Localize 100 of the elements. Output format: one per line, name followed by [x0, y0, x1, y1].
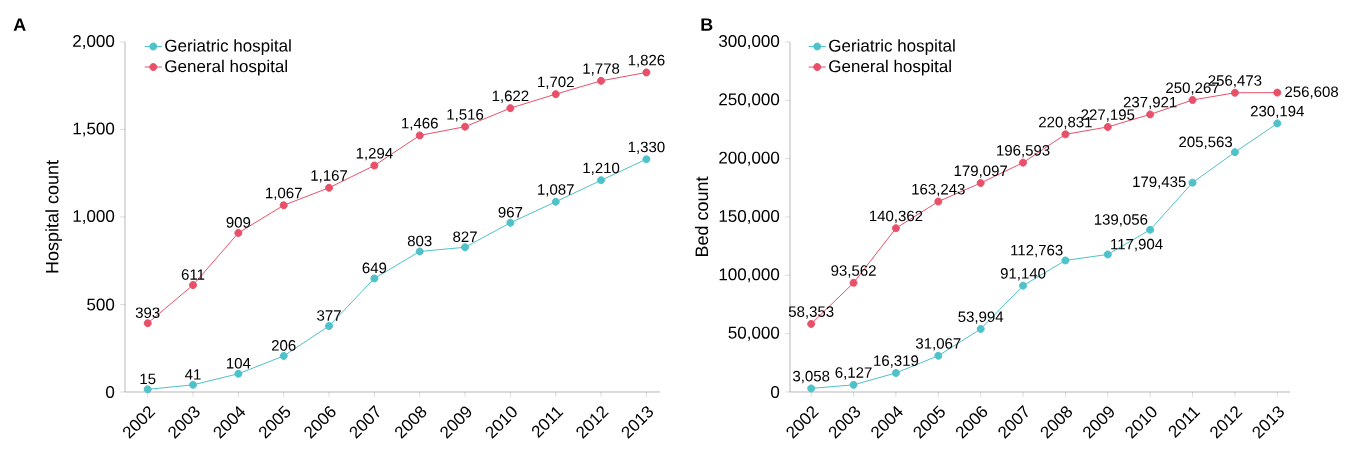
point: [189, 281, 198, 290]
data-label: 104: [226, 357, 251, 369]
y-tick-label: 250,000: [719, 93, 780, 108]
data-label: 163,243: [912, 183, 965, 197]
point: [891, 224, 900, 233]
data-label: 31,067: [915, 338, 961, 351]
point: [642, 68, 651, 77]
point: [934, 197, 943, 206]
point: [849, 380, 858, 389]
data-label: 6,127: [835, 367, 872, 380]
chart-title: B: [701, 18, 713, 31]
y-tick-label: 50,000: [728, 326, 780, 341]
point: [551, 90, 560, 99]
point: [415, 131, 424, 140]
point: [934, 351, 943, 360]
point: [279, 351, 288, 360]
data-label: 1,826: [628, 54, 665, 68]
data-label: 139,056: [1094, 214, 1148, 227]
point: [891, 368, 900, 377]
data-label: 117,904: [1111, 238, 1163, 252]
point: [642, 155, 651, 164]
data-label: 827: [453, 231, 477, 243]
data-label: 205,563: [1179, 136, 1233, 149]
data-label: 1,087: [538, 184, 574, 197]
data-label: 16,319: [874, 355, 919, 368]
point: [1146, 225, 1155, 234]
point: [1061, 256, 1070, 265]
data-label: 58,353: [788, 306, 834, 319]
data-label: 1,778: [583, 63, 620, 76]
data-label: 1,702: [538, 76, 574, 89]
data-label: 237,921: [1123, 96, 1177, 110]
legend-label: Geriatric hospital: [165, 39, 291, 56]
data-label: 230,194: [1250, 105, 1304, 119]
data-label: 179,097: [954, 165, 1008, 178]
y-axis-title: Hospital count: [45, 160, 63, 273]
point: [1146, 110, 1155, 119]
data-label: 93,562: [831, 265, 876, 278]
y-axis-title: Bed count: [694, 176, 709, 257]
data-label: 1,330: [628, 141, 665, 155]
point: [849, 278, 858, 287]
y-tick-label: 200,000: [719, 151, 780, 166]
data-label: 803: [407, 235, 432, 247]
point: [461, 122, 470, 131]
y-tick-label: 0: [106, 385, 115, 399]
point: [807, 384, 816, 393]
point: [234, 369, 243, 378]
data-label: 112,763: [1011, 244, 1063, 258]
point: [461, 243, 470, 252]
point: [370, 274, 379, 283]
point: [506, 104, 515, 113]
point: [1273, 88, 1282, 97]
data-label: 1,294: [356, 147, 393, 161]
point: [1188, 178, 1197, 187]
data-label: 15: [140, 373, 156, 385]
legend-label: Geriatric hospital: [829, 39, 955, 56]
point: [976, 179, 985, 188]
data-label: 967: [498, 206, 523, 218]
point: [1230, 88, 1239, 97]
point: [1188, 96, 1197, 105]
point: [597, 176, 606, 185]
y-tick-label: 500: [87, 298, 115, 311]
data-label: 649: [362, 262, 387, 274]
data-label: 611: [181, 269, 205, 280]
data-label: 53,994: [958, 311, 1004, 324]
data-label: 256,608: [1285, 86, 1339, 99]
data-label: 1,210: [583, 162, 620, 176]
legend-label: General hospital: [165, 59, 287, 76]
y-tick-label: 2,000: [73, 34, 115, 50]
point: [976, 324, 985, 333]
data-label: 1,622: [492, 90, 529, 103]
point: [506, 218, 515, 227]
point: [325, 322, 334, 331]
data-label: 1,516: [447, 109, 484, 122]
y-tick-label: 150,000: [719, 209, 780, 225]
point: [234, 228, 243, 237]
point: [143, 319, 152, 328]
point: [597, 76, 606, 85]
y-tick-label: 1,500: [73, 122, 115, 137]
point: [551, 197, 560, 206]
data-label: 1,167: [311, 170, 348, 183]
point: [325, 183, 334, 192]
data-label: 91,140: [1000, 268, 1046, 281]
data-label: 206: [271, 340, 296, 351]
point: [1103, 122, 1112, 131]
point: [1019, 158, 1028, 167]
chart-title: A: [13, 18, 26, 31]
point: [1061, 130, 1070, 139]
data-label: 909: [226, 217, 251, 228]
point: [415, 247, 424, 256]
point: [1230, 148, 1239, 157]
data-label: 41: [185, 369, 201, 380]
legend-label: General hospital: [829, 59, 951, 76]
y-tick-label: 1,000: [73, 209, 115, 225]
point: [189, 380, 198, 389]
data-label: 1,466: [402, 117, 438, 131]
point: [1019, 281, 1028, 290]
point: [370, 161, 379, 170]
data-label: 377: [317, 310, 341, 321]
point: [279, 201, 288, 210]
point: [807, 319, 816, 328]
